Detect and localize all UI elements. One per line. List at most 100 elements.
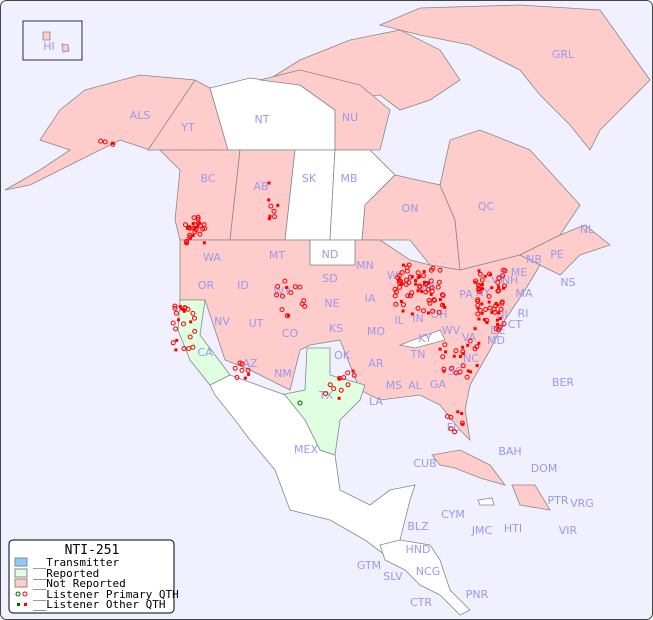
listener-primary-marker — [417, 284, 423, 290]
listener-primary-marker — [427, 300, 433, 306]
region-label-yt: YT — [180, 121, 195, 134]
region-cub — [431, 449, 507, 486]
listener-primary-marker — [502, 283, 507, 289]
listener-primary-marker — [495, 288, 501, 294]
listener-primary-marker — [477, 271, 483, 277]
listener-other-marker — [414, 282, 418, 286]
region-label-hnd: HND — [406, 543, 431, 556]
listener-primary-marker — [430, 265, 436, 271]
listener-primary-marker — [271, 208, 277, 214]
listener-other-marker — [469, 370, 472, 374]
region-label-wv: WV — [442, 324, 461, 337]
listener-primary-marker — [172, 305, 178, 311]
listener-primary-marker — [98, 138, 104, 144]
listener-primary-marker — [403, 277, 409, 283]
listener-other-marker — [351, 369, 355, 373]
listener-other-marker — [427, 311, 430, 315]
listener-other-marker — [191, 222, 195, 225]
listener-primary-marker — [448, 426, 454, 432]
listener-primary-marker — [487, 271, 492, 277]
region-label-pa: PA — [459, 288, 473, 301]
listener-other-marker — [198, 221, 202, 225]
listener-primary-marker — [428, 278, 434, 284]
listener-other-marker — [189, 320, 193, 324]
region-label-ms: MS — [386, 379, 402, 392]
listener-primary-marker — [498, 306, 504, 312]
listener-primary-marker — [437, 267, 443, 273]
listener-primary-marker — [439, 292, 445, 298]
region-usa-north — [179, 239, 541, 442]
listener-primary-marker — [397, 284, 403, 290]
listener-primary-marker — [491, 306, 497, 312]
region-label-als: ALS — [130, 109, 151, 122]
region-central-america — [379, 539, 471, 616]
listener-primary-marker — [477, 289, 482, 295]
swatch-not-reported — [14, 578, 28, 588]
region-label-nj: NJ — [496, 308, 507, 321]
listener-other-marker — [267, 181, 271, 185]
listener-other-marker — [182, 309, 186, 313]
region-label-ky: KY — [418, 332, 432, 345]
listener-primary-marker — [190, 344, 196, 350]
listener-other-marker — [285, 285, 289, 289]
region-label-nh: NH — [502, 274, 519, 287]
listener-other-marker — [485, 321, 489, 324]
listener-primary-marker — [181, 346, 187, 352]
region-label-me: ME — [511, 266, 527, 279]
legend-square-green — [17, 603, 20, 606]
region-label-nc: NC — [463, 352, 479, 365]
listener-primary-marker — [453, 370, 459, 376]
legend: NTI-251 __Transmitter __Reported __Not R… — [8, 539, 179, 614]
listener-primary-marker — [464, 374, 470, 380]
listener-other-marker — [480, 282, 484, 286]
region-label-pnr: PNR — [466, 588, 489, 601]
listener-other-marker — [337, 396, 341, 400]
listener-other-marker — [444, 350, 448, 354]
listener-primary-marker — [467, 338, 473, 344]
listener-primary-marker — [483, 307, 489, 312]
listener-primary-marker — [476, 286, 482, 292]
listener-primary-marker — [436, 279, 442, 285]
listener-primary-marker — [288, 290, 294, 296]
region-label-mo: MO — [367, 325, 385, 338]
region-label-ca: CA — [197, 346, 213, 359]
listener-primary-marker — [191, 225, 197, 231]
listener-primary-marker — [421, 273, 426, 279]
listener-other-marker — [473, 327, 477, 331]
region-label-nm: NM — [274, 367, 292, 380]
listener-primary-marker — [331, 386, 337, 392]
region-label-cub: CUB — [413, 457, 436, 470]
listener-other-marker — [286, 313, 290, 317]
listener-primary-marker — [345, 370, 351, 376]
listener-other-marker — [477, 341, 481, 345]
listener-primary-marker — [398, 278, 404, 284]
listener-other-marker — [267, 198, 271, 202]
listener-other-marker — [423, 280, 426, 284]
region-label-hti: HTI — [504, 522, 522, 535]
listener-other-marker — [458, 355, 462, 358]
legend-open-circle-red — [22, 591, 28, 597]
region-label-pe: PE — [550, 248, 564, 261]
listener-primary-marker — [173, 326, 179, 332]
listener-primary-marker — [185, 306, 191, 312]
listener-other-marker — [477, 317, 481, 321]
listener-other-marker — [487, 300, 491, 304]
listener-primary-marker — [184, 240, 190, 246]
region-label-ctr: CTR — [410, 596, 432, 609]
listener-primary-marker — [338, 387, 344, 393]
region-label-qc: QC — [478, 200, 495, 213]
listener-primary-marker — [405, 293, 411, 299]
listener-primary-marker — [430, 308, 436, 314]
listener-primary-marker — [232, 365, 238, 371]
listener-primary-marker — [415, 270, 421, 276]
listener-primary-marker — [397, 280, 402, 286]
listener-primary-marker — [415, 305, 421, 311]
listener-primary-marker — [181, 321, 186, 327]
listener-primary-marker — [479, 277, 485, 283]
region-label-id: ID — [237, 279, 249, 292]
listener-other-marker — [202, 241, 206, 245]
listener-other-marker — [174, 348, 178, 352]
listener-primary-marker — [475, 311, 481, 317]
listener-primary-marker — [297, 284, 303, 290]
